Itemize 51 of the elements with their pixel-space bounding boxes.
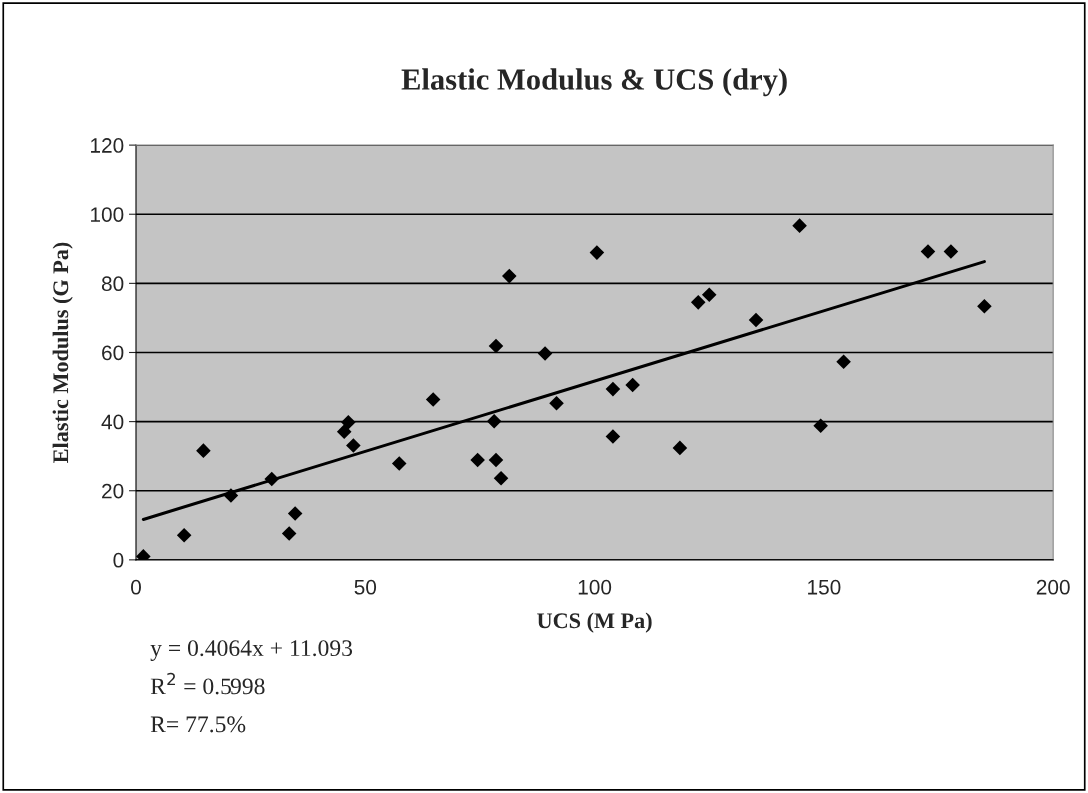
point: [589, 245, 605, 260]
point: [488, 452, 504, 468]
point: [605, 429, 621, 444]
point: [223, 488, 239, 503]
point: [748, 312, 764, 328]
point: [502, 268, 517, 284]
y-tick-label: 80: [101, 276, 124, 292]
point: [176, 528, 192, 543]
point: [977, 298, 992, 314]
point: [196, 443, 211, 458]
y-tick-label: 40: [101, 414, 124, 430]
text: R= 77.5%: [150, 716, 246, 733]
x-tick-label: 150: [808, 579, 841, 595]
text: y = 0.4064x + 11.093: [150, 640, 353, 661]
point: [537, 346, 553, 361]
point: [701, 287, 717, 303]
point: [341, 415, 356, 430]
chart-title: Elastic Modulus & UCS (dry): [401, 68, 787, 97]
point: [264, 471, 280, 487]
y-tick-label: 100: [91, 207, 124, 222]
x-tick-label: 0: [131, 579, 141, 595]
point: [391, 456, 407, 471]
point: [549, 396, 564, 411]
point: [920, 244, 936, 259]
text: R$^{2}$ = 0.5998: [150, 672, 265, 695]
x-tick-label: 200: [1036, 579, 1070, 595]
point: [792, 218, 807, 233]
point: [493, 471, 509, 486]
y-axis-title: Elastic Modulus (G Pa): [52, 242, 73, 463]
y-tick-label: 0: [113, 552, 124, 568]
point: [346, 438, 361, 453]
x-tick-label: 100: [578, 579, 612, 595]
point: [488, 338, 504, 354]
x-tick-label: 50: [354, 579, 377, 595]
point: [813, 418, 828, 434]
y-tick-label: 20: [102, 483, 124, 499]
y-tick-label: 120: [91, 138, 124, 153]
point: [625, 377, 640, 393]
x-axis-title: UCS (M Pa): [537, 612, 652, 633]
point: [943, 244, 959, 259]
point: [690, 295, 706, 310]
point: [836, 354, 851, 370]
point: [486, 413, 502, 429]
point: [281, 526, 297, 541]
point: [605, 381, 621, 397]
point: [425, 392, 441, 407]
y-tick-label: 60: [102, 345, 124, 361]
point: [287, 506, 303, 521]
point: [672, 440, 688, 456]
point: [336, 424, 352, 439]
point: [470, 452, 485, 468]
